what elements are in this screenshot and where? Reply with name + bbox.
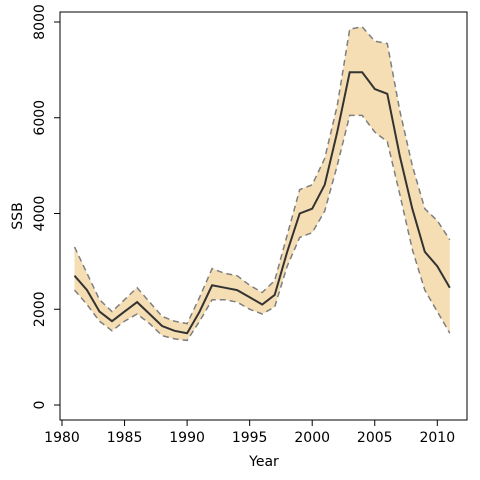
x-tick-label-1980: 1980 bbox=[44, 430, 80, 446]
x-axis-title: Year bbox=[248, 454, 279, 470]
y-tick-label-4000: 4000 bbox=[32, 196, 48, 232]
y-tick-label-0: 0 bbox=[32, 401, 48, 410]
x-tick-label-1995: 1995 bbox=[232, 430, 268, 446]
confidence-band bbox=[74, 26, 450, 341]
x-tick-label-1990: 1990 bbox=[169, 430, 205, 446]
upper-bound-line bbox=[73, 25, 451, 325]
lower-bound-line bbox=[73, 114, 451, 342]
x-tick-label-1985: 1985 bbox=[107, 430, 143, 446]
y-tick-label-6000: 6000 bbox=[32, 100, 48, 136]
x-tick-label-2000: 2000 bbox=[294, 430, 330, 446]
x-tick-label-2010: 2010 bbox=[419, 430, 455, 446]
ssb-estimate-line bbox=[73, 71, 451, 335]
y-axis-title: SSB bbox=[10, 202, 26, 229]
y-tick-label-8000: 8000 bbox=[32, 4, 48, 40]
x-tick-label-2005: 2005 bbox=[357, 430, 393, 446]
axes-layer: 1980 1985 1990 1995 2000 2005 2010 0 2000 4000 600… bbox=[32, 4, 455, 446]
y-tick-label-2000: 2000 bbox=[32, 291, 48, 327]
series-line-layer bbox=[73, 25, 451, 342]
confidence-band-layer bbox=[74, 26, 450, 341]
